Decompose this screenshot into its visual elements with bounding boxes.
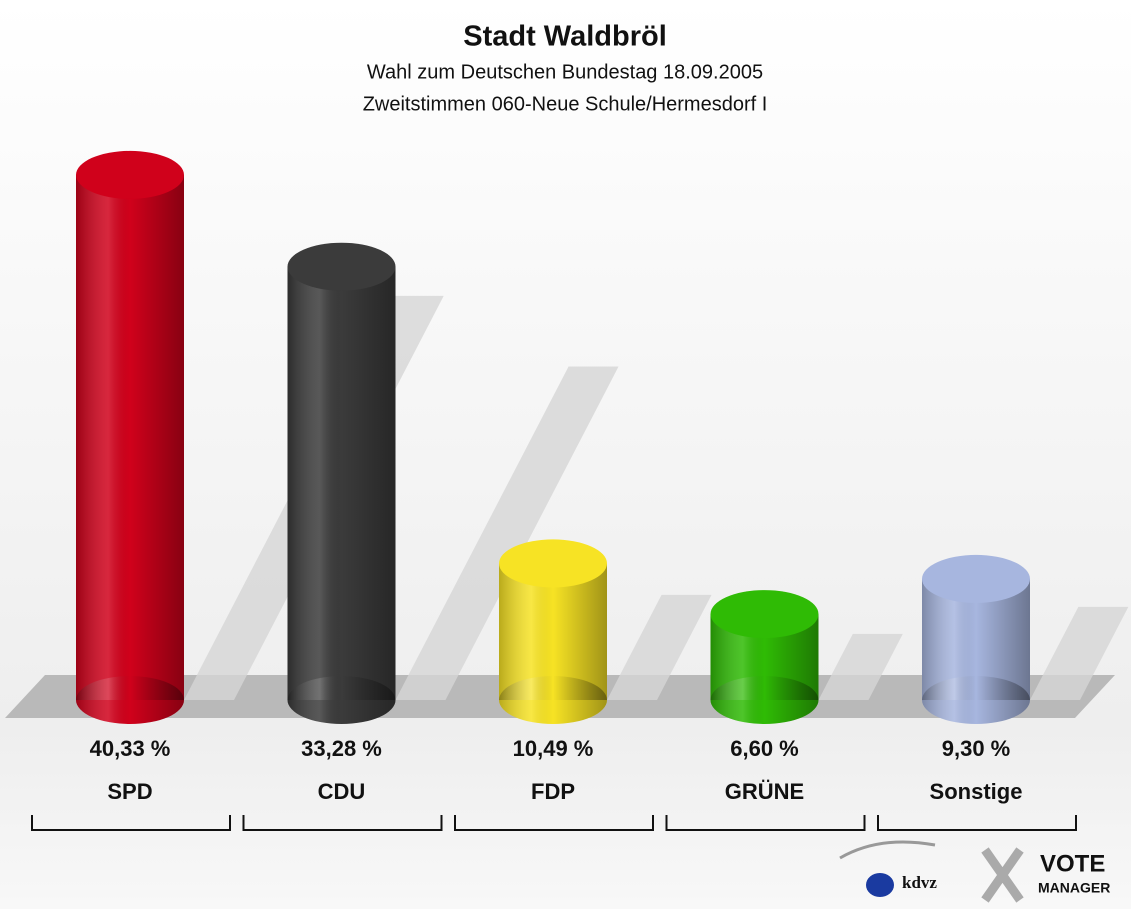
x-tick-label: GRÜNE <box>725 779 804 804</box>
chart-subtitle: Wahl zum Deutschen Bundestag 18.09.2005 <box>367 61 763 83</box>
bar-shadow <box>395 366 619 700</box>
logo-x <box>981 847 1024 903</box>
bracket <box>454 815 654 831</box>
bar-top <box>287 242 396 291</box>
bar-top <box>76 150 184 199</box>
logo-text: MANAGER <box>1038 880 1110 896</box>
logo-ball <box>866 873 894 897</box>
value-label: 9,30 % <box>942 736 1011 761</box>
value-label: 33,28 % <box>301 736 382 761</box>
chart-subtitle: Zweitstimmen 060-Neue Schule/Hermesdorf … <box>363 93 768 115</box>
bracket <box>877 815 1077 831</box>
logo-text: kdvz <box>902 873 937 892</box>
bar-shadow <box>607 594 712 700</box>
bar-top <box>499 539 607 588</box>
bar-shade <box>76 174 184 701</box>
bar-bottom-shade <box>287 676 396 724</box>
bar-top <box>710 590 819 639</box>
x-tick-label: FDP <box>531 779 575 804</box>
chart-title: Stadt Waldbröl <box>463 21 667 53</box>
bar-bottom-shade <box>499 676 607 724</box>
x-tick-label: Sonstige <box>930 779 1023 804</box>
x-tick-label: CDU <box>318 779 366 804</box>
logo-swoosh <box>839 840 936 860</box>
x-tick-label: SPD <box>107 779 152 804</box>
logo: kdvz VOTE MANAGER <box>839 840 1110 903</box>
bar-shadow <box>1030 606 1129 700</box>
bracket <box>665 815 866 831</box>
bracket <box>242 815 443 831</box>
bar-bottom-shade <box>710 676 819 724</box>
bracket <box>31 815 231 831</box>
value-label: 10,49 % <box>513 736 594 761</box>
bar-shade <box>287 266 396 700</box>
bar-top <box>922 554 1030 603</box>
bar-bottom-shade <box>922 676 1030 724</box>
value-label: 40,33 % <box>90 736 171 761</box>
value-label: 6,60 % <box>730 736 799 761</box>
bar-shadow <box>818 633 903 700</box>
bar-bottom-shade <box>76 676 184 724</box>
logo-text: VOTE <box>1040 850 1105 877</box>
